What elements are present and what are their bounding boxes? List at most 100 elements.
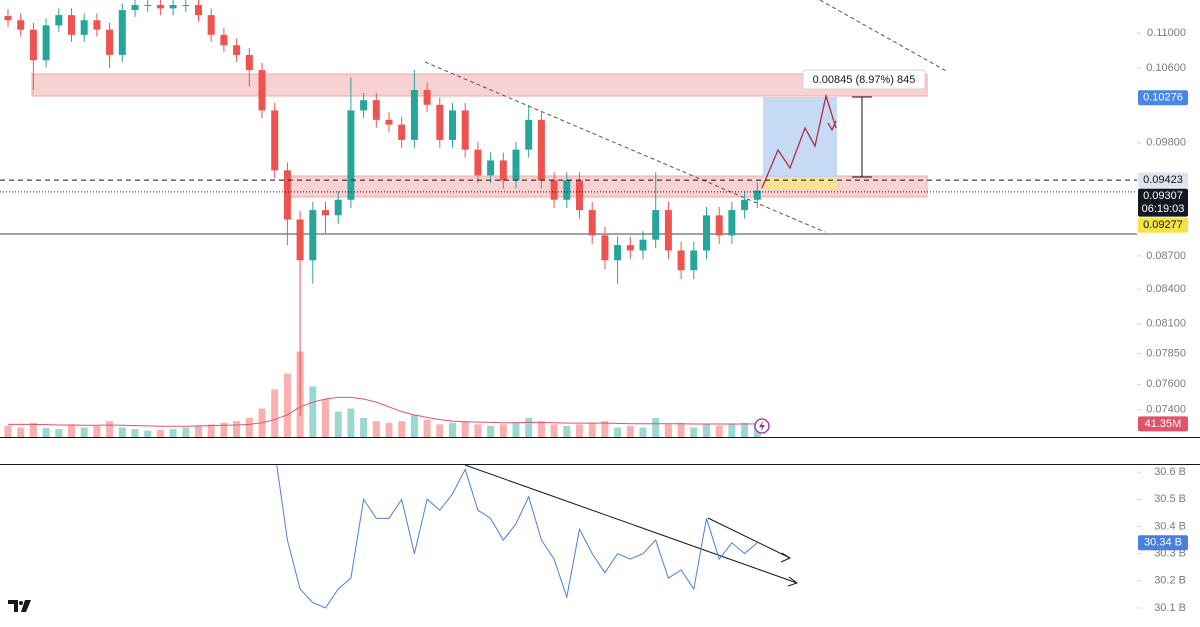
candle-body: [639, 239, 647, 251]
projection-path: [761, 93, 837, 189]
volume-bar: [639, 427, 647, 437]
candle-body: [474, 149, 482, 176]
y-tick-label: 0.07400: [1146, 404, 1186, 416]
candle-body: [144, 5, 152, 7]
volume-bar: [68, 424, 75, 437]
volume-bar: [233, 421, 241, 437]
trend-line: [424, 61, 826, 233]
volume-bar: [118, 427, 126, 437]
candle-body: [55, 15, 63, 26]
volume-bar: [4, 425, 12, 437]
indicator-tick-label: 30.4 B: [1154, 520, 1186, 532]
indicator-trend-line: [464, 465, 798, 584]
candle-body: [487, 160, 495, 176]
volume-bar: [17, 427, 25, 437]
volume-bar: [741, 422, 749, 437]
stop-zone: [763, 177, 837, 190]
candle-body: [220, 34, 228, 46]
y-tick-label: 0.09800: [1146, 137, 1186, 149]
candle-body: [728, 210, 736, 236]
volume-bar: [677, 422, 685, 437]
candle-body: [588, 210, 596, 236]
price-tag: [1138, 217, 1188, 233]
candle-body: [156, 5, 164, 9]
candle-body: [741, 199, 749, 211]
volume-bar: [322, 399, 329, 437]
indicator-tick-label: 30.6 B: [1154, 466, 1186, 478]
volume-bar: [499, 424, 507, 437]
volume-bar: [80, 427, 88, 437]
candle-body: [347, 110, 355, 200]
candle-body: [703, 215, 710, 251]
candle-body: [4, 15, 12, 21]
candle-body: [449, 110, 456, 140]
candle-body: [423, 90, 431, 105]
volume-bar: [398, 421, 406, 437]
volume-bar: [601, 421, 609, 437]
candle-body: [601, 235, 609, 261]
candle-body: [664, 210, 672, 251]
volume-bar: [512, 422, 520, 437]
volume-bar: [309, 386, 317, 437]
candle-body: [233, 45, 241, 55]
indicator-tag: [1138, 535, 1188, 551]
candle-body: [296, 219, 304, 261]
candle-body: [68, 15, 75, 35]
volume-bar: [626, 425, 634, 437]
volume-bar: [182, 427, 190, 437]
volume-bar: [385, 422, 393, 437]
candle-body: [410, 90, 418, 140]
indicator-tick-label: 30.3 B: [1154, 548, 1186, 560]
volume-bar: [563, 425, 571, 437]
y-tick-label: 0.10600: [1146, 62, 1186, 74]
volume-bar: [537, 421, 545, 437]
price-axis: 0.11000 0.10600 0.09800 0.08700 0.08400 0.081…: [1137, 27, 1186, 416]
logo: [8, 600, 31, 612]
candle-body: [169, 5, 177, 9]
volume-tag: [1138, 416, 1188, 432]
candle-body: [690, 250, 698, 271]
volume-bar: [55, 429, 63, 437]
volume-bar: [525, 418, 533, 437]
volume-ma: [8, 396, 758, 427]
volume-bar: [550, 424, 558, 437]
y-tick-label: 0.08400: [1146, 283, 1186, 295]
volume-bar: [29, 422, 37, 437]
indicator-tag-label: 30.34 B: [1144, 537, 1182, 549]
candle-body: [550, 180, 558, 200]
candle-body: [614, 245, 622, 261]
logo-part: [8, 600, 18, 612]
candles: [4, 0, 761, 437]
indicator-pane: [276, 465, 799, 609]
candle-body: [283, 170, 291, 220]
candle-body: [626, 245, 634, 251]
volume-bar: [715, 425, 723, 437]
volume-bar: [474, 424, 482, 437]
volume-bar: [207, 424, 215, 437]
y-tick-label: 0.08700: [1146, 250, 1186, 262]
volume-bar: [271, 389, 279, 437]
measure-box: [802, 69, 926, 90]
y-tick-label: 0.08100: [1146, 318, 1186, 330]
indicator-tick-label: 30.5 B: [1154, 493, 1186, 505]
volume-bar: [410, 414, 418, 437]
volume-bar: [93, 425, 101, 437]
candle-body: [207, 15, 215, 35]
candle-body: [512, 149, 520, 181]
indicator-trend-line: [707, 517, 791, 559]
candle-body: [322, 210, 329, 216]
volume-bar: [106, 421, 114, 437]
volume-bar: [156, 430, 164, 437]
volume-bar: [169, 429, 177, 437]
target-zone: [763, 97, 837, 177]
candle-body: [80, 20, 88, 35]
candle-body: [436, 104, 444, 140]
price-tag: [1138, 188, 1188, 217]
volume-bar: [283, 373, 291, 437]
price-tag-label: 0.09277: [1143, 219, 1183, 231]
candle-body: [42, 25, 50, 61]
candle-body: [372, 100, 380, 120]
